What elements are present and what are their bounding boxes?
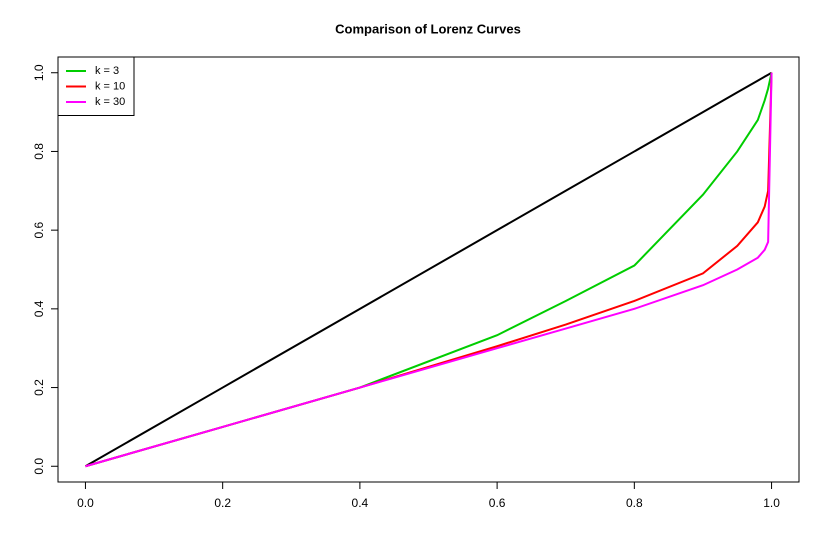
y-tick-label: 0.6 bbox=[32, 221, 46, 238]
y-tick-label: 1.0 bbox=[32, 64, 46, 81]
series-line bbox=[85, 72, 773, 468]
x-tick-label: 0.6 bbox=[489, 496, 506, 510]
chart-title: Comparison of Lorenz Curves bbox=[335, 21, 521, 36]
x-tick-label: 0.0 bbox=[77, 496, 94, 510]
y-tick-label: 0.4 bbox=[32, 300, 46, 317]
y-tick-label: 0.0 bbox=[32, 458, 46, 475]
legend-label: k = 3 bbox=[95, 65, 119, 77]
x-tick-label: 0.8 bbox=[626, 496, 643, 510]
plot-frame bbox=[57, 56, 800, 483]
legend-label: k = 30 bbox=[95, 96, 125, 108]
x-tick-label: 0.4 bbox=[352, 496, 369, 510]
x-tick-label: 1.0 bbox=[763, 496, 780, 510]
series-line bbox=[84, 71, 773, 468]
y-tick-label: 0.8 bbox=[32, 143, 46, 160]
y-tick-label: 0.2 bbox=[32, 379, 46, 396]
x-tick-label: 0.2 bbox=[214, 496, 231, 510]
legend-label: k = 10 bbox=[95, 80, 125, 92]
